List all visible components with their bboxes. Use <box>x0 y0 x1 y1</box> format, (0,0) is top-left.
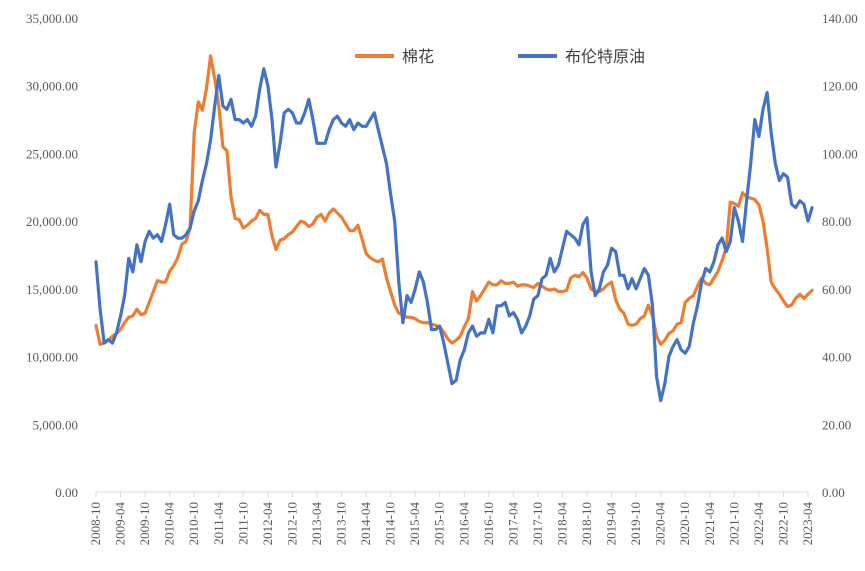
x-axis-tick-label: 2021-10 <box>726 502 741 545</box>
x-axis-tick-label: 2016-04 <box>456 502 471 546</box>
legend: 棉花 布伦特原油 <box>355 47 645 66</box>
left-axis-tick-label: 10,000.00 <box>26 350 78 365</box>
left-axis-tick-label: 35,000.00 <box>26 11 78 26</box>
x-axis-tick-label: 2019-04 <box>604 502 619 546</box>
series-layer <box>94 54 814 403</box>
x-axis-tick-label: 2020-10 <box>677 502 692 545</box>
left-axis-tick-label: 20,000.00 <box>26 214 78 229</box>
x-axis-tick-label: 2013-10 <box>334 502 349 545</box>
x-axis-tick-label: 2016-10 <box>481 502 496 545</box>
right-axis-ticks: 0.00 20.00 40.00 60.00 80.00 100.00 120.00 140.… <box>822 11 858 500</box>
x-axis-tick-label: 2010-10 <box>186 502 201 545</box>
x-axis-tick-label: 2012-10 <box>284 502 299 545</box>
x-axis-ticks: 2008-10 2009-04 2009-10 2010-04 2010-10 2011-… <box>88 492 815 545</box>
left-axis-tick-label: 15,000.00 <box>26 282 78 297</box>
x-axis-tick-label: 2017-10 <box>530 502 545 545</box>
x-axis-tick-label: 2010-04 <box>162 502 177 546</box>
x-axis-tick-label: 2008-10 <box>88 502 103 545</box>
right-axis-tick-label: 60.00 <box>822 282 851 297</box>
x-axis-tick-label: 2009-10 <box>137 502 152 545</box>
x-axis-tick-label: 2018-04 <box>554 502 569 546</box>
x-axis-tick-label: 2022-04 <box>751 502 766 546</box>
x-axis-tick-label: 2022-10 <box>775 502 790 545</box>
left-axis-tick-label: 30,000.00 <box>26 79 78 94</box>
left-axis-tick-label: 25,000.00 <box>26 146 78 161</box>
right-axis-tick-label: 100.00 <box>822 146 858 161</box>
legend-label-cotton: 棉花 <box>402 47 434 66</box>
x-axis-tick-label: 2015-10 <box>432 502 447 545</box>
legend-label-brent: 布伦特原油 <box>565 47 645 66</box>
x-axis-tick-label: 2014-04 <box>358 502 373 546</box>
x-axis-tick-label: 2011-10 <box>235 502 250 545</box>
right-axis-tick-label: 120.00 <box>822 79 858 94</box>
right-axis-tick-label: 140.00 <box>822 11 858 26</box>
x-axis-tick-label: 2012-04 <box>260 502 275 546</box>
x-axis-tick-label: 2009-04 <box>113 502 128 546</box>
x-axis-tick-label: 2020-04 <box>653 502 668 546</box>
x-axis-tick-label: 2015-04 <box>407 502 422 546</box>
left-axis-ticks: 0.00 5,000.00 10,000.00 15,000.00 20,000.00 2… <box>26 11 78 500</box>
x-axis-tick-label: 2014-10 <box>383 502 398 545</box>
left-axis-tick-label: 5,000.00 <box>33 417 79 432</box>
right-axis-tick-label: 80.00 <box>822 214 851 229</box>
brent-series-line <box>94 67 814 403</box>
x-axis-tick-label: 2023-04 <box>800 502 815 546</box>
x-axis-tick-label: 2011-04 <box>211 502 226 545</box>
x-axis-tick-label: 2017-04 <box>505 502 520 546</box>
x-axis-tick-label: 2019-10 <box>628 502 643 545</box>
right-axis-tick-label: 40.00 <box>822 350 851 365</box>
x-axis-tick-label: 2018-10 <box>579 502 594 545</box>
left-axis-tick-label: 0.00 <box>55 485 78 500</box>
right-axis-tick-label: 20.00 <box>822 417 851 432</box>
cotton-series-line <box>94 54 814 346</box>
right-axis-tick-label: 0.00 <box>822 485 845 500</box>
x-axis-tick-label: 2013-04 <box>309 502 324 546</box>
x-axis-tick-label: 2021-04 <box>702 502 717 546</box>
